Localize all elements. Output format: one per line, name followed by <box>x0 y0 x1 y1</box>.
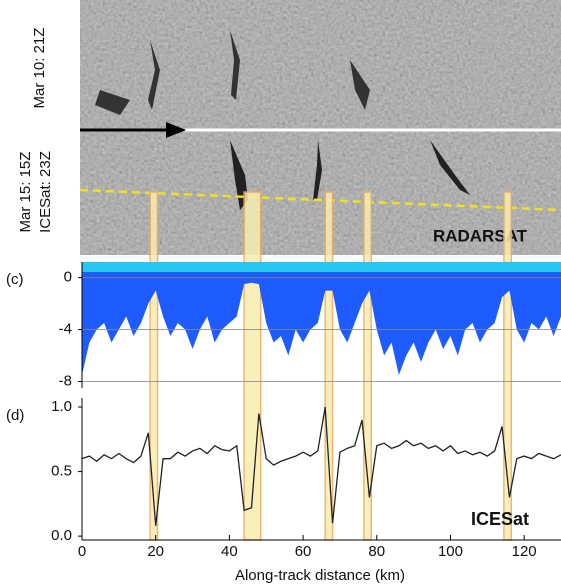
y-tick-label: 1.0 <box>51 398 72 415</box>
image-label: Mar 15: 15Z <box>17 152 34 233</box>
highlight-span <box>503 191 513 541</box>
x-tick-label: 60 <box>295 543 312 560</box>
panel-label: (d) <box>6 407 24 424</box>
panel-label: (c) <box>6 271 24 288</box>
sensor-label: RADARSAT <box>433 226 528 245</box>
line <box>81 406 561 526</box>
image-label: ICESat: 23Z <box>37 151 54 233</box>
y-tick-label: -4 <box>59 321 72 338</box>
radar-image <box>79 0 561 255</box>
x-tick-label: 20 <box>147 543 164 560</box>
x-tick-label: 40 <box>221 543 238 560</box>
x-tick-label: 100 <box>438 543 463 560</box>
x-tick-label: 120 <box>512 543 537 560</box>
highlight-span <box>149 191 159 541</box>
image-label: Mar 10: 21Z <box>31 28 48 109</box>
x-tick-label: 0 <box>78 543 86 560</box>
x-tick-label: 80 <box>368 543 385 560</box>
y-tick-label: 0 <box>64 269 72 286</box>
y-tick-label: 0.0 <box>51 527 72 544</box>
y-tick-label: 0.5 <box>51 463 72 480</box>
area <box>82 262 561 376</box>
annotation: ICESat <box>471 509 529 529</box>
area-top <box>82 262 561 272</box>
y-tick-label: -8 <box>59 372 72 389</box>
x-axis-label: Along-track distance (km) <box>235 567 405 584</box>
highlight-span <box>324 191 334 541</box>
